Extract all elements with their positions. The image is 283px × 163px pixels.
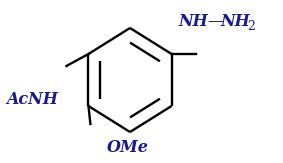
Text: 2: 2	[247, 21, 255, 34]
Text: OMe: OMe	[107, 140, 149, 156]
Text: NH: NH	[178, 14, 208, 30]
Text: NH: NH	[220, 14, 250, 30]
Text: —: —	[207, 14, 224, 30]
Text: AcNH: AcNH	[6, 91, 58, 109]
